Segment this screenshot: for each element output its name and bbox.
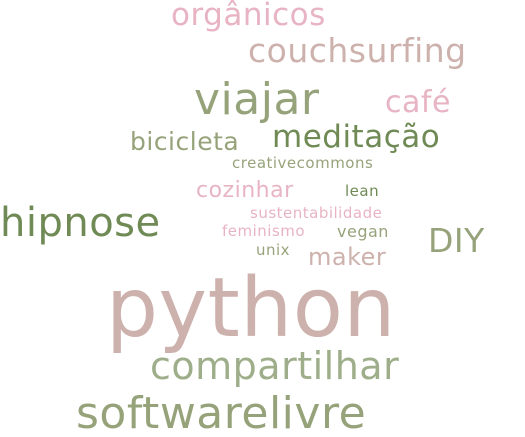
word-bicicleta: bicicleta <box>130 127 240 156</box>
word-unix: unix <box>256 241 291 259</box>
word-python: python <box>106 261 396 356</box>
word-couchsurfing: couchsurfing <box>248 31 467 70</box>
word-cozinhar: cozinhar <box>196 178 294 203</box>
word-sustentabilidade: sustentabilidade <box>250 204 383 222</box>
word-compartilhar: compartilhar <box>150 344 400 388</box>
word-creativecommons: creativecommons <box>232 154 374 172</box>
word-cafe: café <box>385 85 451 120</box>
word-softwarelivre: softwarelivre <box>76 388 367 437</box>
word-hipnose: hipnose <box>0 200 161 246</box>
word-maker: maker <box>308 243 387 271</box>
word-viajar: viajar <box>194 74 320 125</box>
word-meditacao: meditação <box>272 119 441 155</box>
word-vegan: vegan <box>337 222 389 241</box>
word-lean: lean <box>345 182 380 200</box>
word-feminismo: feminismo <box>222 222 306 240</box>
word-diy: DIY <box>428 221 485 260</box>
word-organicos: orgânicos <box>171 0 326 33</box>
